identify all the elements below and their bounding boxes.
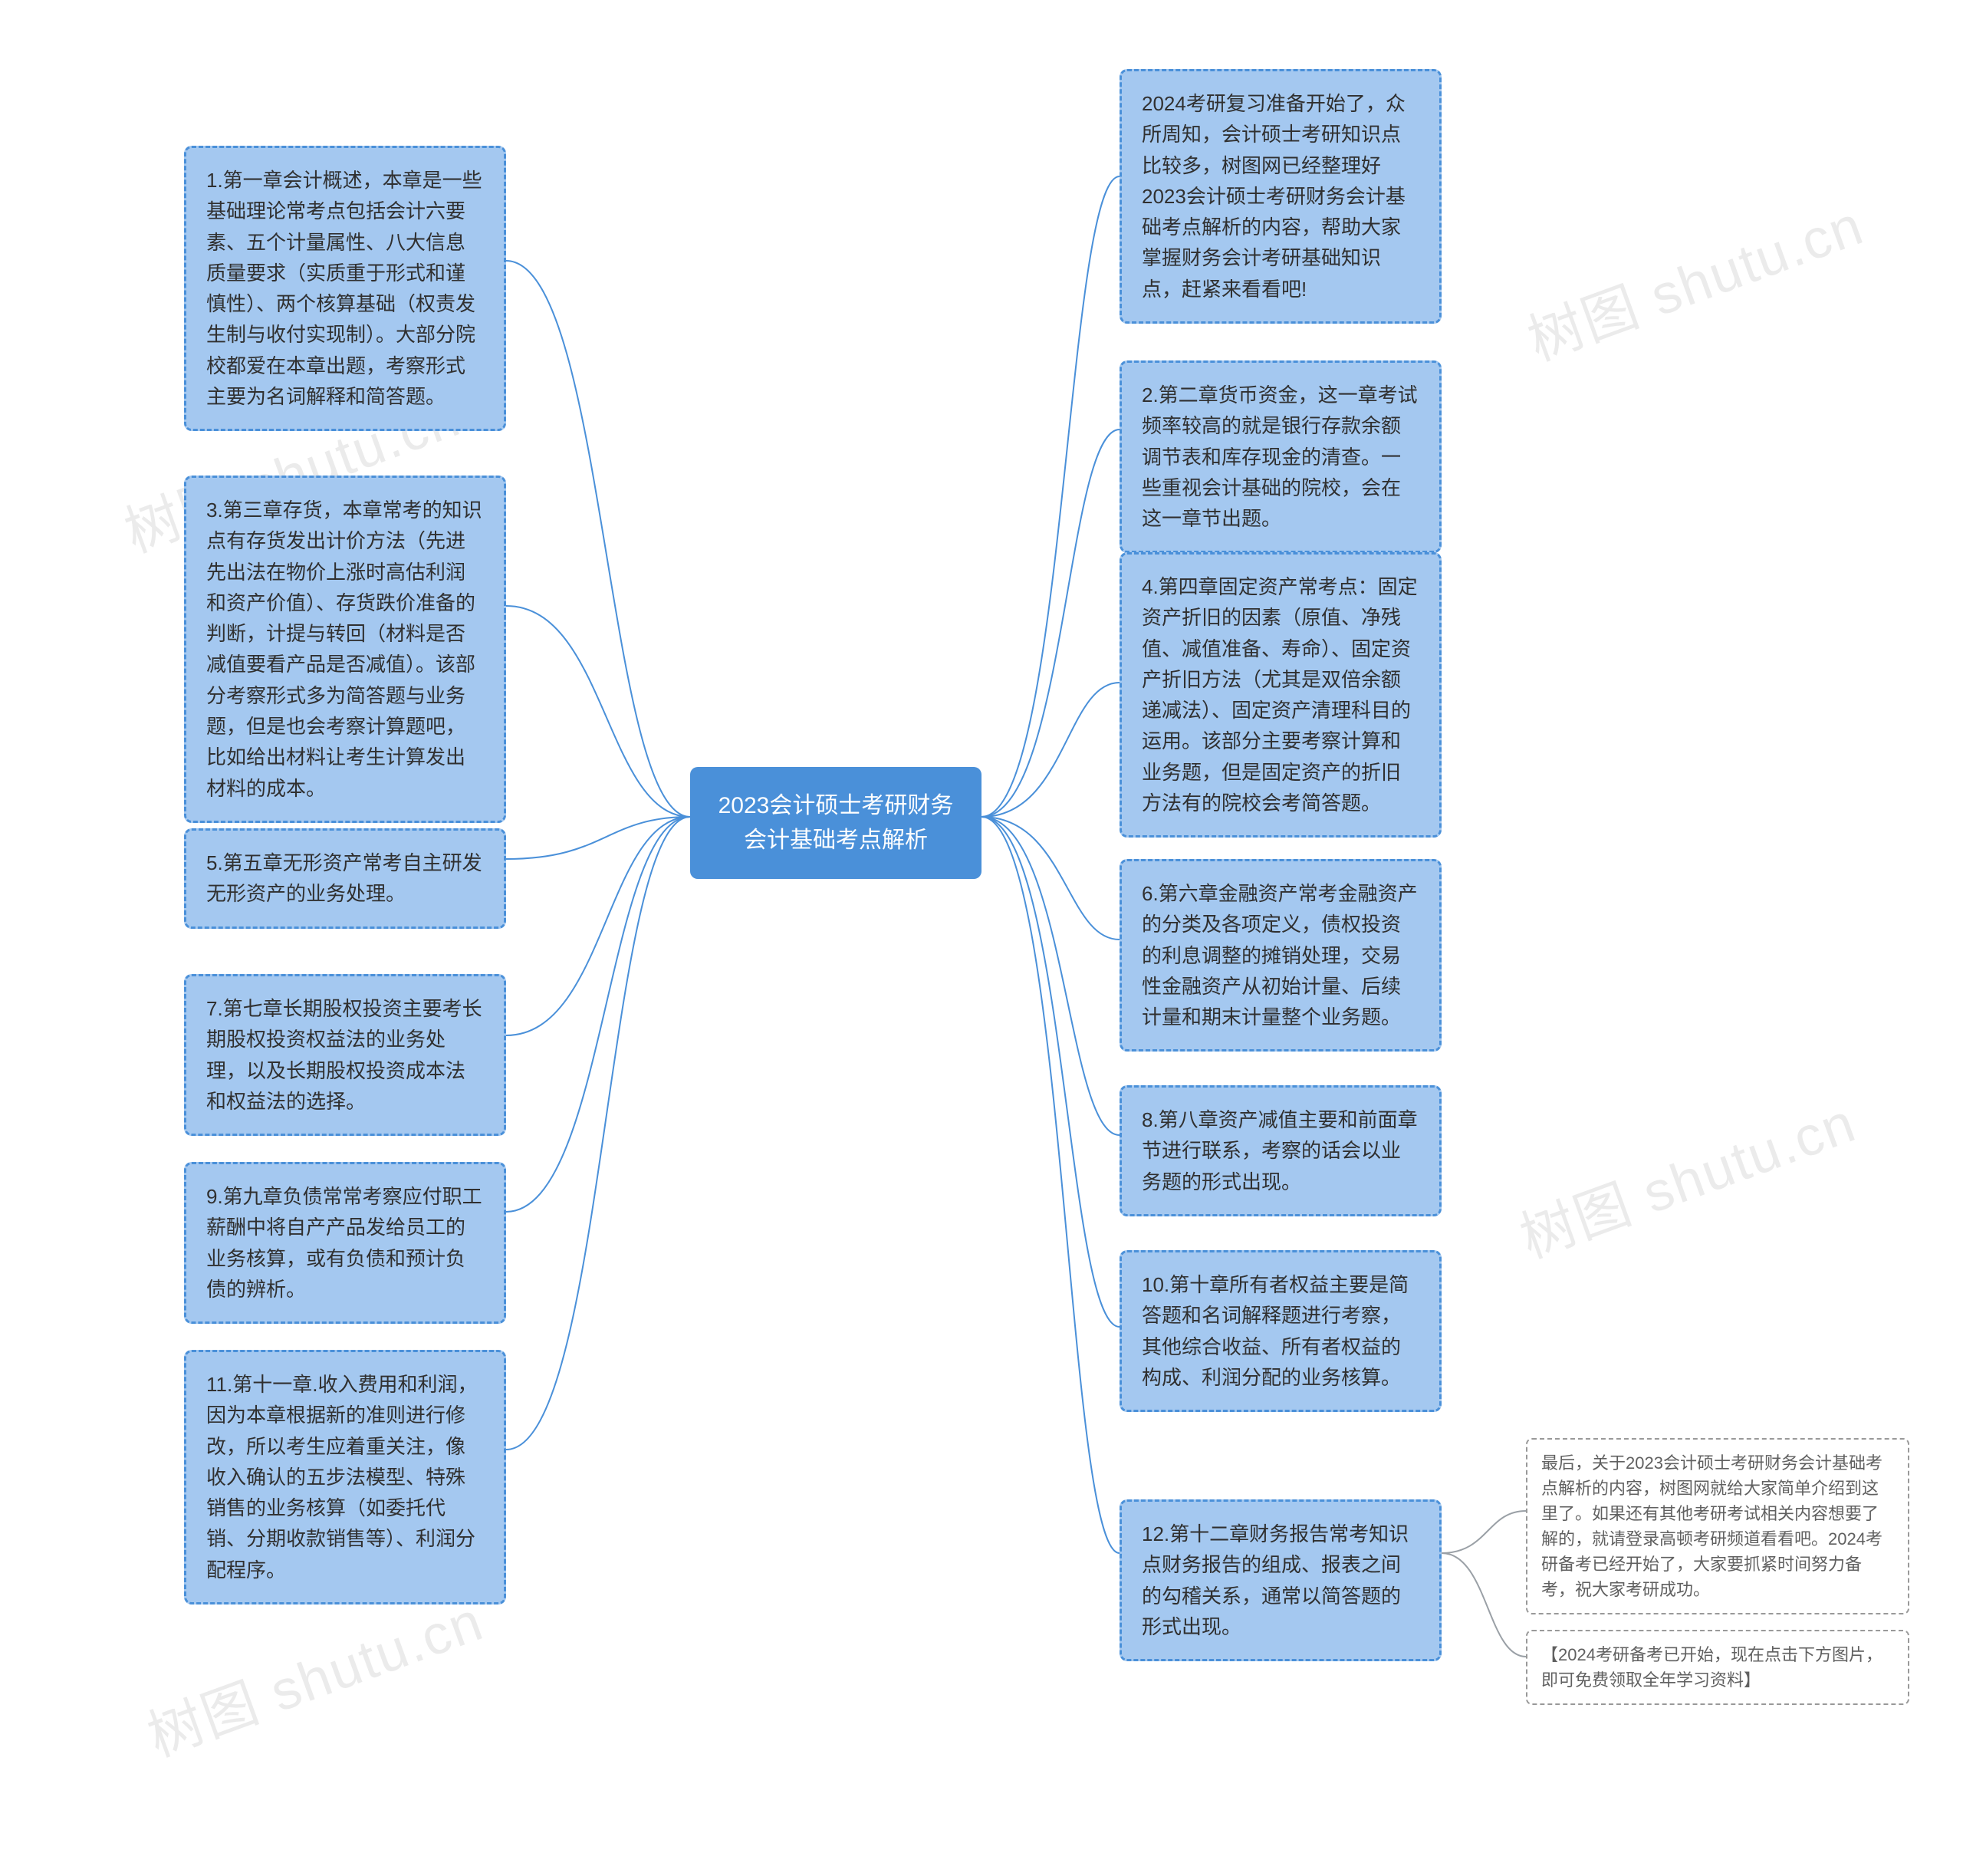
branch-node-intro: 2024考研复习准备开始了，众所周知，会计硕士考研知识点比较多，树图网已经整理好… — [1120, 69, 1442, 324]
watermark-2: 树图 shutu.cn — [1515, 180, 1873, 376]
watermark-3: 树图 shutu.cn — [1508, 1078, 1865, 1273]
branch-node-ch10: 10.第十章所有者权益主要是简答题和名词解释题进行考察，其他综合收益、所有者权益… — [1120, 1250, 1442, 1412]
branch-text: 2.第二章货币资金，这一章考试频率较高的就是银行存款余额调节表和库存现金的清查。… — [1142, 383, 1418, 530]
branch-node-ch1: 1.第一章会计概述，本章是一些基础理论常考点包括会计六要素、五个计量属性、八大信… — [184, 146, 506, 431]
mindmap-canvas: 树图 shutu.cn 树图 shutu.cn 树图 shutu.cn 树图 s… — [0, 0, 1963, 1876]
branch-node-ch12: 12.第十二章财务报告常考知识点财务报告的组成、报表之间的勾稽关系，通常以简答题… — [1120, 1499, 1442, 1661]
sub-node-closing: 最后，关于2023会计硕士考研财务会计基础考点解析的内容，树图网就给大家简单介绍… — [1526, 1438, 1909, 1614]
branch-node-ch7: 7.第七章长期股权投资主要考长期股权投资权益法的业务处理，以及长期股权投资成本法… — [184, 974, 506, 1136]
sub-node-cta: 【2024考研备考已开始，现在点击下方图片，即可免费领取全年学习资料】 — [1526, 1630, 1909, 1705]
sub-node-text: 最后，关于2023会计硕士考研财务会计基础考点解析的内容，树图网就给大家简单介绍… — [1541, 1453, 1882, 1599]
branch-node-ch5: 5.第五章无形资产常考自主研发无形资产的业务处理。 — [184, 828, 506, 929]
branch-text: 9.第九章负债常常考察应付职工薪酬中将自产产品发给员工的业务核算，或有负债和预计… — [206, 1185, 482, 1301]
branch-text: 8.第八章资产减值主要和前面章节进行联系，考察的话会以业务题的形式出现。 — [1142, 1108, 1418, 1193]
sub-node-text: 【2024考研备考已开始，现在点击下方图片，即可免费领取全年学习资料】 — [1541, 1645, 1882, 1690]
branch-node-ch11: 11.第十一章.收入费用和利润，因为本章根据新的准则进行修改，所以考生应着重关注… — [184, 1350, 506, 1604]
branch-node-ch3: 3.第三章存货，本章常考的知识点有存货发出计价方法（先进先出法在物价上涨时高估利… — [184, 476, 506, 823]
watermark-4: 树图 shutu.cn — [135, 1576, 492, 1772]
branch-text: 12.第十二章财务报告常考知识点财务报告的组成、报表之间的勾稽关系，通常以简答题… — [1142, 1522, 1409, 1638]
branch-text: 2024考研复习准备开始了，众所周知，会计硕士考研知识点比较多，树图网已经整理好… — [1142, 92, 1406, 301]
branch-text: 7.第七章长期股权投资主要考长期股权投资权益法的业务处理，以及长期股权投资成本法… — [206, 997, 482, 1113]
branch-text: 1.第一章会计概述，本章是一些基础理论常考点包括会计六要素、五个计量属性、八大信… — [206, 169, 482, 408]
center-title-text: 2023会计硕士考研财务会计基础考点解析 — [718, 793, 954, 853]
branch-text: 10.第十章所有者权益主要是简答题和名词解释题进行考察，其他综合收益、所有者权益… — [1142, 1273, 1409, 1389]
branch-node-ch2: 2.第二章货币资金，这一章考试频率较高的就是银行存款余额调节表和库存现金的清查。… — [1120, 360, 1442, 553]
branch-text: 11.第十一章.收入费用和利润，因为本章根据新的准则进行修改，所以考生应着重关注… — [206, 1373, 477, 1581]
branch-node-ch8: 8.第八章资产减值主要和前面章节进行联系，考察的话会以业务题的形式出现。 — [1120, 1085, 1442, 1216]
branch-node-ch9: 9.第九章负债常常考察应付职工薪酬中将自产产品发给员工的业务核算，或有负债和预计… — [184, 1162, 506, 1324]
branch-text: 6.第六章金融资产常考金融资产的分类及各项定义，债权投资的利息调整的摊销处理，交… — [1142, 882, 1418, 1029]
branch-text: 4.第四章固定资产常考点：固定资产折旧的因素（原值、净残值、减值准备、寿命）、固… — [1142, 575, 1418, 815]
branch-text: 5.第五章无形资产常考自主研发无形资产的业务处理。 — [206, 851, 482, 905]
branch-text: 3.第三章存货，本章常考的知识点有存货发出计价方法（先进先出法在物价上涨时高估利… — [206, 499, 482, 800]
branch-node-ch4: 4.第四章固定资产常考点：固定资产折旧的因素（原值、净残值、减值准备、寿命）、固… — [1120, 552, 1442, 838]
center-title-node: 2023会计硕士考研财务会计基础考点解析 — [690, 767, 982, 879]
branch-node-ch6: 6.第六章金融资产常考金融资产的分类及各项定义，债权投资的利息调整的摊销处理，交… — [1120, 859, 1442, 1052]
